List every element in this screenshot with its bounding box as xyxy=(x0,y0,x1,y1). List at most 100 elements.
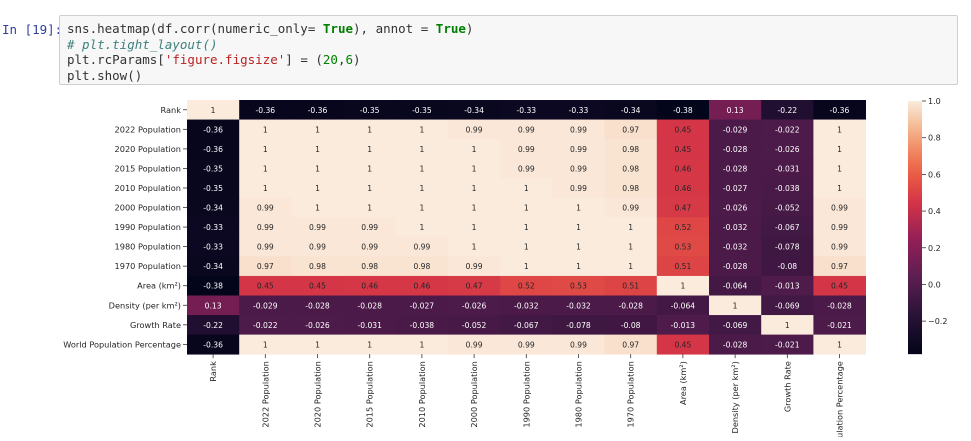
cell-annotation: 0.99 xyxy=(466,340,483,349)
heatmap-cell xyxy=(709,236,762,257)
heatmap-cell xyxy=(552,100,605,120)
heatmap-cell xyxy=(813,119,866,140)
heatmap-cell xyxy=(500,315,553,335)
code-token: ) xyxy=(465,21,474,36)
heatmap-cell xyxy=(709,139,762,160)
heatmap-cell xyxy=(500,275,553,296)
cell-annotation: 0.99 xyxy=(518,164,535,173)
heatmap-cell xyxy=(395,119,449,140)
x-tick-label: Area (km²) xyxy=(678,361,688,405)
heatmap-cell xyxy=(552,119,605,140)
y-tick-label: World Population Percentage xyxy=(63,339,181,349)
cell-annotation: -0.078 xyxy=(566,321,591,330)
heatmap-cell xyxy=(187,334,240,355)
colorbar-tick-label: 0.2 xyxy=(928,244,941,253)
cell-annotation: 1 xyxy=(472,223,477,232)
cell-annotation: 1 xyxy=(419,125,424,134)
cell-annotation: 1 xyxy=(315,125,320,134)
heatmap-cell xyxy=(761,295,814,316)
code-token: True xyxy=(322,21,353,36)
heatmap-cell xyxy=(500,100,553,120)
cell-annotation: 0.97 xyxy=(257,262,274,271)
heatmap-cell xyxy=(552,334,605,355)
heatmap-cell xyxy=(552,139,605,160)
heatmap-cell xyxy=(343,178,397,199)
cell-annotation: 0.99 xyxy=(466,125,483,134)
cell-annotation: 0.99 xyxy=(257,204,274,213)
cell-annotation: -0.032 xyxy=(514,301,539,310)
cell-annotation: -0.028 xyxy=(723,262,748,271)
cell-annotation: 1 xyxy=(419,223,424,232)
x-tick-label: Density (per km²) xyxy=(730,361,740,433)
cell-annotation: 1 xyxy=(837,125,842,134)
heatmap-cell xyxy=(656,275,710,296)
y-tick-label: Growth Rate xyxy=(130,320,181,330)
heatmap-cell xyxy=(500,217,553,238)
heatmap-cell xyxy=(343,139,397,160)
cell-annotation: -0.038 xyxy=(410,321,435,330)
heatmap-cell xyxy=(552,315,605,335)
heatmap-cell xyxy=(656,119,710,140)
code-editor[interactable]: sns.heatmap(df.corr(numeric_only= True),… xyxy=(67,21,957,83)
heatmap-cell xyxy=(761,100,814,120)
cell-annotation: 0.13 xyxy=(727,106,744,115)
y-tick-label: 2022 Population xyxy=(115,124,181,134)
cell-annotation: 1 xyxy=(524,262,529,271)
heatmap-cell xyxy=(291,158,344,179)
cell-annotation: 1 xyxy=(628,243,633,252)
heatmap-cell xyxy=(656,295,710,316)
heatmap-cells: 1 -0.36 -0.36 -0.35 -0.35 -0.34 -0.33 -0.33 -0.3… xyxy=(187,100,866,355)
cell-annotation: 0.52 xyxy=(518,282,535,291)
cell-annotation: 1 xyxy=(576,243,581,252)
x-tick-label: 2015 Population xyxy=(365,361,375,427)
code-cell[interactable]: sns.heatmap(df.corr(numeric_only= True),… xyxy=(59,15,958,85)
heatmap-cell xyxy=(500,236,553,257)
y-tick-label: 2010 Population xyxy=(115,183,181,193)
heatmap-cell xyxy=(709,178,762,199)
heatmap-cell xyxy=(604,139,658,160)
cell-annotation: 1 xyxy=(576,262,581,271)
colorbar-tick-label: 0.0 xyxy=(928,280,941,289)
cell-annotation: 0.46 xyxy=(413,282,430,291)
cell-output: 1 -0.36 -0.36 -0.35 -0.35 -0.34 -0.33 -0.33 -0.3… xyxy=(0,90,971,441)
heatmap-cell xyxy=(187,197,240,218)
heatmap-cell xyxy=(448,100,501,120)
cell-annotation: 1 xyxy=(263,164,268,173)
cell-annotation: 0.97 xyxy=(831,262,848,271)
code-token: ), annot = xyxy=(353,21,436,36)
heatmap-cell xyxy=(604,100,658,120)
code-line: # plt.tight_layout() xyxy=(67,37,957,53)
heatmap-cell xyxy=(709,158,762,179)
cell-annotation: 0.98 xyxy=(622,184,639,193)
cell-annotation: -0.36 xyxy=(308,106,328,115)
heatmap-cell xyxy=(813,217,866,238)
cell-annotation: -0.069 xyxy=(723,321,748,330)
heatmap-cell xyxy=(395,256,449,277)
heatmap-cell xyxy=(448,217,501,238)
cell-annotation: 0.99 xyxy=(361,223,378,232)
code-token: ] = ( xyxy=(285,52,323,67)
heatmap-cell xyxy=(604,295,658,316)
cell-annotation: -0.028 xyxy=(723,145,748,154)
heatmap-cell xyxy=(239,158,292,179)
cell-annotation: 1 xyxy=(524,184,529,193)
cell-annotation: 0.97 xyxy=(622,340,639,349)
heatmap-cell xyxy=(395,100,449,120)
heatmap-cell xyxy=(761,334,814,355)
heatmap-cell xyxy=(239,217,292,238)
heatmap-cell xyxy=(395,315,449,335)
heatmap-cell xyxy=(813,275,866,296)
heatmap-cell xyxy=(604,119,658,140)
cell-annotation: -0.028 xyxy=(618,301,643,310)
heatmap-cell xyxy=(291,236,344,257)
cell-annotation: 1 xyxy=(837,184,842,193)
heatmap-cell xyxy=(813,158,866,179)
cell-annotation: 0.99 xyxy=(831,204,848,213)
heatmap-cell xyxy=(291,334,344,355)
heatmap-cell xyxy=(239,256,292,277)
cell-annotation: 0.45 xyxy=(674,145,691,154)
cell-annotation: 1 xyxy=(419,145,424,154)
heatmap-cell xyxy=(343,295,397,316)
cell-annotation: -0.029 xyxy=(253,301,278,310)
heatmap-cell xyxy=(395,217,449,238)
